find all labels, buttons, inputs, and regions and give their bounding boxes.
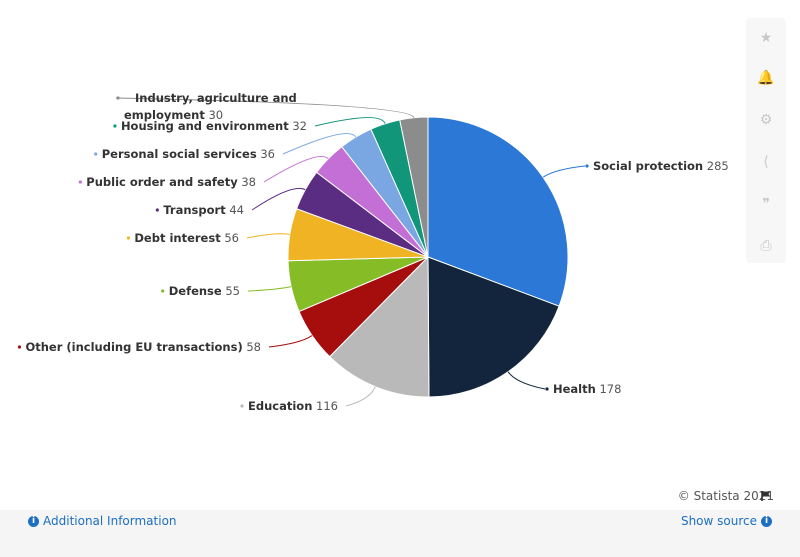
pie-slice-social-protection[interactable] xyxy=(427,116,569,307)
label-bullet-other-including-eu-transactions xyxy=(17,345,22,349)
info-icon: i xyxy=(761,515,772,527)
additional-information-link[interactable]: i Additional Information xyxy=(28,514,177,528)
pie-slice-health[interactable] xyxy=(427,256,560,398)
gear-icon[interactable]: ⚙ xyxy=(759,112,773,128)
leader-line-health xyxy=(507,371,546,390)
chart-toolbar: ★ 🔔 ⚙ ⟨ ❞ ⎙ xyxy=(746,18,786,263)
label-bullet-industry-agriculture-and-employment xyxy=(116,96,120,100)
data-label-industry-agriculture-and-employment: Industry, agriculture and employment 30 xyxy=(124,91,297,122)
leader-line-other-including-eu-transactions xyxy=(268,335,313,348)
label-bullet-defense xyxy=(161,289,165,293)
pie-slice-education[interactable] xyxy=(328,255,430,398)
data-label-health: Health 178 xyxy=(553,382,621,396)
leader-line-social-protection xyxy=(542,165,586,178)
quote-icon[interactable]: ❞ xyxy=(762,196,770,212)
print-icon[interactable]: ⎙ xyxy=(760,238,772,254)
label-bullet-health xyxy=(545,387,549,391)
footer-bar: i Additional Information Show source i xyxy=(0,510,800,557)
data-label-public-order-and-safety: Public order and safety 38 xyxy=(86,175,256,189)
leader-line-debt-interest xyxy=(246,233,290,239)
label-bullet-public-order-and-safety xyxy=(78,180,82,184)
data-label-debt-interest: Debt interest 56 xyxy=(134,231,239,245)
leader-line-transport xyxy=(251,187,306,211)
data-label-defense: Defense 55 xyxy=(169,284,240,298)
leader-line-industry-agriculture-and-employment xyxy=(115,97,415,118)
share-icon[interactable]: ⟨ xyxy=(763,154,769,170)
flag-icon[interactable] xyxy=(760,490,772,502)
label-bullet-transport xyxy=(155,208,159,212)
data-label-other-including-eu-transactions: Other (including EU transactions) 58 xyxy=(25,340,261,354)
data-label-social-protection: Social protection 285 xyxy=(593,159,729,173)
label-bullet-housing-and-environment xyxy=(113,124,117,128)
label-bullet-education xyxy=(240,404,244,408)
bell-icon[interactable]: 🔔 xyxy=(757,70,775,86)
data-label-transport: Transport 44 xyxy=(163,203,244,217)
pie-chart: Social protection 285 Health 178 Education… xyxy=(17,91,729,413)
show-source-link[interactable]: Show source i xyxy=(681,514,772,528)
leader-line-defense xyxy=(247,286,292,292)
leader-line-personal-social-services xyxy=(282,133,357,155)
leader-line-public-order-and-safety xyxy=(263,155,329,183)
label-bullet-debt-interest xyxy=(126,236,130,240)
leader-line-education xyxy=(345,386,376,407)
data-label-education: Education 116 xyxy=(248,399,338,413)
info-icon: i xyxy=(28,515,39,527)
leader-line-housing-and-environment xyxy=(314,117,386,127)
data-label-housing-and-environment: Housing and environment 32 xyxy=(121,119,307,133)
data-label-personal-social-services: Personal social services 36 xyxy=(102,147,275,161)
star-icon[interactable]: ★ xyxy=(759,30,773,46)
label-bullet-personal-social-services xyxy=(94,152,98,156)
label-bullet-social-protection xyxy=(585,164,589,168)
statista-credit[interactable]: © Statista 2021 xyxy=(677,489,774,503)
